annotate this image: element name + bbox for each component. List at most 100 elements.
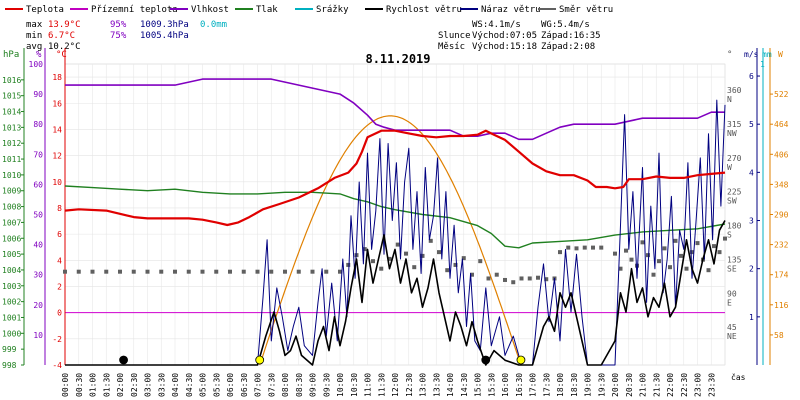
stats-max-label: max xyxy=(26,20,43,30)
celsius-tick-label: 0 xyxy=(57,309,62,318)
celsius-tick-label: 16 xyxy=(52,99,62,108)
wind-direction-point xyxy=(159,269,164,274)
wind-direction-point xyxy=(527,276,532,281)
x-tick-label: 13:00 xyxy=(419,373,428,397)
x-tick-label: 07:30 xyxy=(267,373,276,397)
x-tick-label: 13:30 xyxy=(432,373,441,397)
wind-direction-point xyxy=(511,280,516,285)
direction-unit: ° xyxy=(727,50,732,60)
direction-compass-label: NW xyxy=(727,129,737,138)
direction-compass-label: E xyxy=(727,298,732,307)
wm2-tick-label: 406 xyxy=(774,150,789,159)
percent-tick-label: 30 xyxy=(33,271,43,280)
x-tick-label: 07:00 xyxy=(254,373,263,397)
celsius-tick-label: 6 xyxy=(57,230,62,239)
wm2-tick-label: 116 xyxy=(774,301,789,310)
wind-direction-point xyxy=(519,276,524,281)
percent-tick-label: 90 xyxy=(33,90,43,99)
hpa-tick-label: 1009 xyxy=(2,187,21,196)
ms-tick-label: 3 xyxy=(749,217,754,226)
wind-direction-point xyxy=(679,253,683,258)
percent-tick-label: 80 xyxy=(33,120,43,129)
legend-label: Náraz větru xyxy=(481,5,541,15)
series-line-tlak xyxy=(64,185,726,249)
legend-label: Přízemní teplota xyxy=(91,5,178,15)
hpa-unit: hPa xyxy=(3,50,19,60)
x-tick-label: 23:00 xyxy=(694,373,703,397)
hpa-tick-label: 1002 xyxy=(2,298,21,307)
wm2-unit: W xyxy=(778,50,783,59)
wind-direction-point xyxy=(706,268,711,273)
percent-tick-label: 70 xyxy=(33,150,43,159)
wind-direction-point xyxy=(574,246,579,251)
x-tick-label: 15:00 xyxy=(474,373,483,397)
ms-unit: m/s xyxy=(744,50,759,59)
x-tick-label: 05:30 xyxy=(212,373,221,397)
x-tick-label: 20:30 xyxy=(625,373,634,397)
wind-direction-point xyxy=(310,269,315,274)
ms-tick-label: 5 xyxy=(749,120,754,129)
wind-direction-point xyxy=(76,269,81,274)
x-tick-label: 09:30 xyxy=(322,373,331,397)
celsius-tick-label: 10 xyxy=(52,178,62,187)
x-tick-label: 03:30 xyxy=(157,373,166,397)
mm-unit: mm xyxy=(762,50,772,59)
moon-rise-marker xyxy=(481,355,491,365)
wind-direction-point xyxy=(723,236,727,241)
x-tick-label: 10:00 xyxy=(336,373,345,397)
wind-direction-point xyxy=(536,275,540,280)
percent-tick-label: 60 xyxy=(33,180,43,189)
wind-direction-point xyxy=(599,245,604,250)
x-tick-label: 17:30 xyxy=(542,373,551,397)
wind-direction-point xyxy=(478,259,483,264)
wind-direction-point xyxy=(684,266,689,271)
wind-direction-point xyxy=(613,251,617,256)
wm2-tick-label: 58 xyxy=(774,331,784,340)
x-tick-label: 10:30 xyxy=(350,373,359,397)
legend-label: Rychlost větru xyxy=(386,5,462,15)
celsius-tick-label: -4 xyxy=(52,361,62,370)
hpa-tick-label: 1004 xyxy=(2,266,21,275)
sun-set-marker xyxy=(516,355,526,365)
x-tick-label: 08:00 xyxy=(281,373,290,397)
legend-label: Teplota xyxy=(26,5,64,15)
chart-title: 8.11.2019 xyxy=(365,52,430,66)
x-tick-label: 11:00 xyxy=(364,373,373,397)
direction-deg-label: 135 xyxy=(727,255,742,264)
hpa-tick-label: 1016 xyxy=(2,76,21,85)
stats-max-temp: 13.9°C xyxy=(48,20,81,30)
hpa-tick-label: 1010 xyxy=(2,171,21,180)
wind-direction-point xyxy=(412,265,417,270)
wind-direction-point xyxy=(673,238,678,243)
x-tick-label: 12:00 xyxy=(391,373,400,397)
wind-direction-point xyxy=(690,250,694,255)
mm-top-tick: 1 xyxy=(760,60,765,69)
ms-tick-label: 1 xyxy=(749,313,754,322)
series-line-vlhkost xyxy=(65,78,725,141)
wind-direction-point xyxy=(186,269,191,274)
sun-label: Slunce xyxy=(438,31,471,41)
x-tick-label: 16:00 xyxy=(501,373,510,397)
x-tick-label: 22:00 xyxy=(666,373,675,397)
moonset-text: Západ:2:08 xyxy=(541,42,595,52)
direction-deg-label: 315 xyxy=(727,120,742,129)
wind-direction-point xyxy=(118,269,122,274)
wind-direction-point xyxy=(635,263,639,268)
hpa-tick-label: 1003 xyxy=(2,282,21,291)
wind-direction-point xyxy=(145,269,150,274)
wind-direction-point xyxy=(486,276,491,281)
x-tick-label: 19:30 xyxy=(597,373,606,397)
hpa-tick-label: 1007 xyxy=(2,218,21,227)
direction-deg-label: 180 xyxy=(727,222,742,231)
wind-direction-point xyxy=(494,272,499,277)
ms-tick-label: 2 xyxy=(749,265,754,274)
hpa-tick-label: 998 xyxy=(2,361,17,370)
hpa-tick-label: 1005 xyxy=(2,250,21,259)
moon-set-marker xyxy=(119,355,128,365)
x-tick-label: 09:00 xyxy=(309,373,318,397)
wind-direction-point xyxy=(283,269,287,274)
wind-direction-point xyxy=(624,248,628,253)
x-tick-label: 11:30 xyxy=(377,373,386,397)
wind-direction-point xyxy=(324,269,329,274)
x-tick-label: 15:30 xyxy=(487,373,496,397)
